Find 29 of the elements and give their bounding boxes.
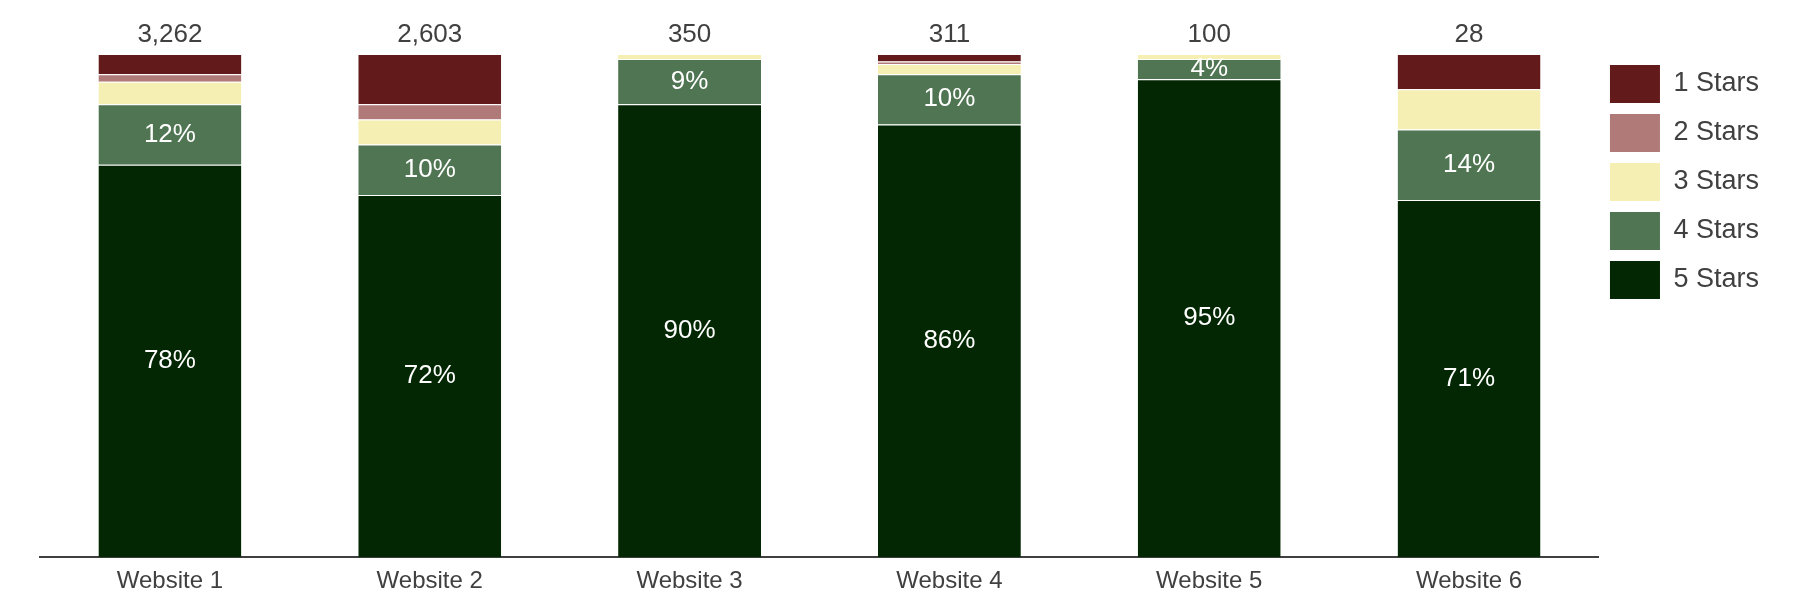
x-tick-label: Website 5 [1156, 566, 1263, 594]
annotation: 350 [667, 18, 712, 49]
x-tick-label: Website 3 [636, 566, 743, 594]
legend-label: 2 Stars [1673, 116, 1760, 147]
data-label: 10% [403, 152, 456, 183]
data-label: 95% [1183, 301, 1236, 332]
data-label: 72% [403, 359, 456, 390]
annotation: 2,603 [397, 18, 463, 49]
legend-label: 3 Stars [1673, 165, 1760, 196]
annotation: 311 [928, 18, 971, 49]
x-tick-label: Website 2 [376, 566, 483, 594]
x-tick-label: Website 1 [116, 566, 224, 594]
legend-label: 4 Stars [1673, 214, 1760, 245]
annotation: 28 [1454, 18, 1484, 49]
data-label: 90% [663, 313, 716, 344]
data-label: 86% [923, 324, 976, 354]
annotation: 3,262 [137, 18, 203, 49]
data-label: 71% [1443, 361, 1496, 392]
x-tick-label: Website 6 [1415, 566, 1523, 594]
x-tick-label: Website 4 [896, 566, 1003, 594]
data-label: 12% [143, 117, 196, 148]
legend-label: 5 Stars [1673, 263, 1760, 294]
data-label: 10% [923, 82, 976, 113]
annotation: 100 [1187, 18, 1231, 49]
data-label: 4% [1190, 52, 1229, 83]
data-label: 78% [143, 344, 196, 375]
data-label: 9% [670, 64, 709, 95]
data-label: 14% [1443, 147, 1496, 178]
legend-label: 1 Stars [1673, 67, 1760, 98]
